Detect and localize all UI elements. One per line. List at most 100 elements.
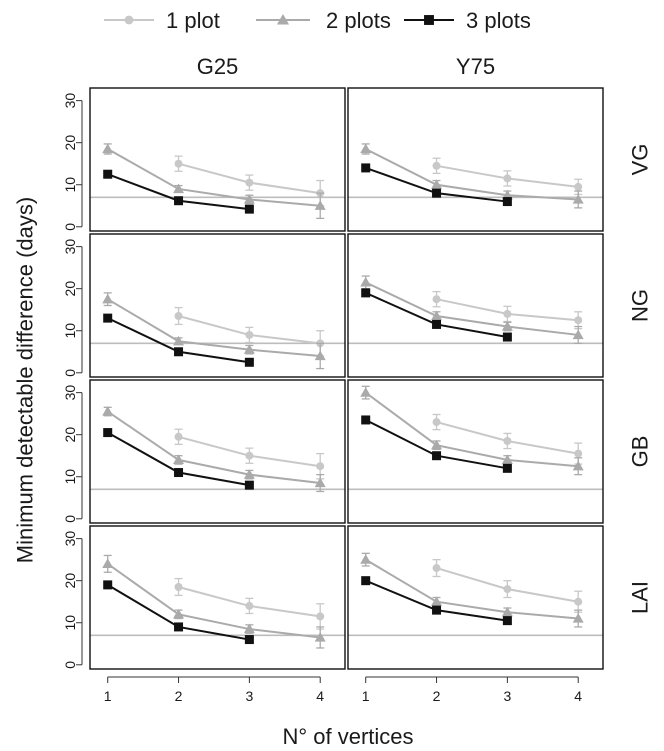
data-point-2-plots — [431, 439, 443, 450]
row-label: LAI — [628, 581, 653, 614]
data-point-1-plot — [503, 436, 512, 445]
panel-frame — [347, 379, 604, 524]
data-point-3-plots — [174, 196, 184, 206]
x-tick-label: 2 — [175, 688, 183, 704]
x-tick-label: 3 — [503, 688, 511, 704]
y-tick-label: 10 — [62, 469, 78, 485]
panel-frame — [89, 379, 346, 524]
data-point-2-plots — [572, 613, 584, 623]
data-point-2-plots — [314, 631, 326, 642]
data-point-2-plots — [314, 200, 326, 210]
data-point-2-plots — [314, 350, 326, 361]
data-point-1-plot — [174, 159, 183, 168]
series-line-2-plots — [365, 148, 579, 201]
x-axis-label: N° of vertices — [282, 724, 413, 749]
panel-frame — [347, 233, 604, 378]
data-point-2-plots — [173, 335, 185, 346]
y-tick-label: 0 — [62, 369, 78, 377]
legend-marker-2-plots — [276, 13, 290, 25]
data-point-2-plots — [102, 558, 114, 568]
series-line-2-plots — [365, 391, 579, 468]
series-line-2-plots — [107, 148, 321, 207]
row-label: GB — [628, 436, 653, 468]
legend-label-3-plots: 3 plots — [466, 8, 531, 33]
data-point-1-plot — [432, 295, 441, 304]
data-point-1-plot — [245, 601, 254, 610]
data-point-2-plots — [360, 143, 372, 154]
x-tick-label: 4 — [574, 688, 582, 704]
data-point-1-plot — [574, 597, 583, 606]
data-point-3-plots — [502, 463, 512, 473]
data-point-3-plots — [432, 605, 442, 615]
y-tick-label: 20 — [62, 135, 78, 151]
y-axis-label: Minimum detectable difference (days) — [13, 197, 38, 563]
x-tick-label: 3 — [245, 688, 253, 704]
data-point-2-plots — [572, 460, 584, 471]
y-tick-label: 10 — [62, 615, 78, 631]
x-tick-label: 2 — [433, 688, 441, 704]
data-point-3-plots — [244, 480, 254, 490]
data-point-2-plots — [243, 193, 255, 204]
panel-frame — [89, 525, 346, 670]
panel-frame — [89, 233, 346, 378]
series-line-2-plots — [107, 298, 321, 357]
data-point-1-plot — [316, 612, 325, 621]
data-point-1-plot — [174, 432, 183, 441]
y-tick-label: 10 — [62, 323, 78, 339]
data-point-3-plots — [361, 288, 371, 298]
series-line-2-plots — [107, 563, 321, 639]
data-point-2-plots — [572, 329, 584, 340]
data-point-2-plots — [360, 276, 372, 287]
y-tick-label: 30 — [62, 239, 78, 255]
data-point-3-plots — [244, 357, 254, 367]
y-tick-label: 0 — [62, 223, 78, 231]
data-point-1-plot — [574, 449, 583, 458]
row-label: NG — [628, 289, 653, 322]
data-point-3-plots — [103, 428, 113, 438]
data-point-3-plots — [244, 635, 254, 645]
data-point-3-plots — [432, 451, 442, 461]
data-point-3-plots — [502, 197, 512, 207]
data-point-2-plots — [173, 608, 185, 619]
data-point-3-plots — [244, 204, 254, 214]
data-point-3-plots — [174, 468, 184, 478]
data-point-3-plots — [361, 163, 371, 173]
data-point-2-plots — [360, 554, 372, 564]
data-point-1-plot — [503, 309, 512, 318]
row-label: VG — [628, 144, 653, 176]
y-tick-label: 0 — [62, 661, 78, 669]
data-point-1-plot — [316, 462, 325, 471]
data-point-3-plots — [174, 622, 184, 632]
series-line-2-plots — [107, 410, 321, 485]
x-tick-label: 1 — [104, 688, 112, 704]
legend-marker-3-plots — [424, 15, 434, 25]
data-point-3-plots — [361, 576, 371, 586]
y-tick-label: 20 — [62, 281, 78, 297]
data-point-2-plots — [102, 406, 114, 416]
data-point-3-plots — [103, 169, 113, 179]
data-point-2-plots — [243, 623, 255, 634]
data-point-1-plot — [432, 418, 441, 427]
data-point-2-plots — [314, 477, 326, 488]
data-point-1-plot — [245, 178, 254, 187]
data-point-2-plots — [431, 179, 443, 189]
x-tick-label: 1 — [362, 688, 370, 704]
data-point-1-plot — [245, 451, 254, 460]
y-tick-label: 20 — [62, 427, 78, 443]
y-tick-label: 20 — [62, 573, 78, 589]
data-point-3-plots — [103, 580, 113, 590]
panel-frame — [347, 87, 604, 232]
data-point-3-plots — [361, 415, 371, 425]
data-point-2-plots — [102, 143, 114, 154]
data-point-1-plot — [174, 582, 183, 591]
data-point-3-plots — [502, 616, 512, 626]
series-line-2-plots — [365, 558, 579, 620]
legend-label-1-plot: 1 plot — [166, 8, 220, 33]
data-point-1-plot — [503, 585, 512, 594]
panel-frame — [89, 87, 346, 232]
data-point-2-plots — [243, 469, 255, 479]
data-point-3-plots — [432, 319, 442, 329]
data-point-1-plot — [574, 316, 583, 325]
legend-label-2-plots: 2 plots — [326, 8, 391, 33]
